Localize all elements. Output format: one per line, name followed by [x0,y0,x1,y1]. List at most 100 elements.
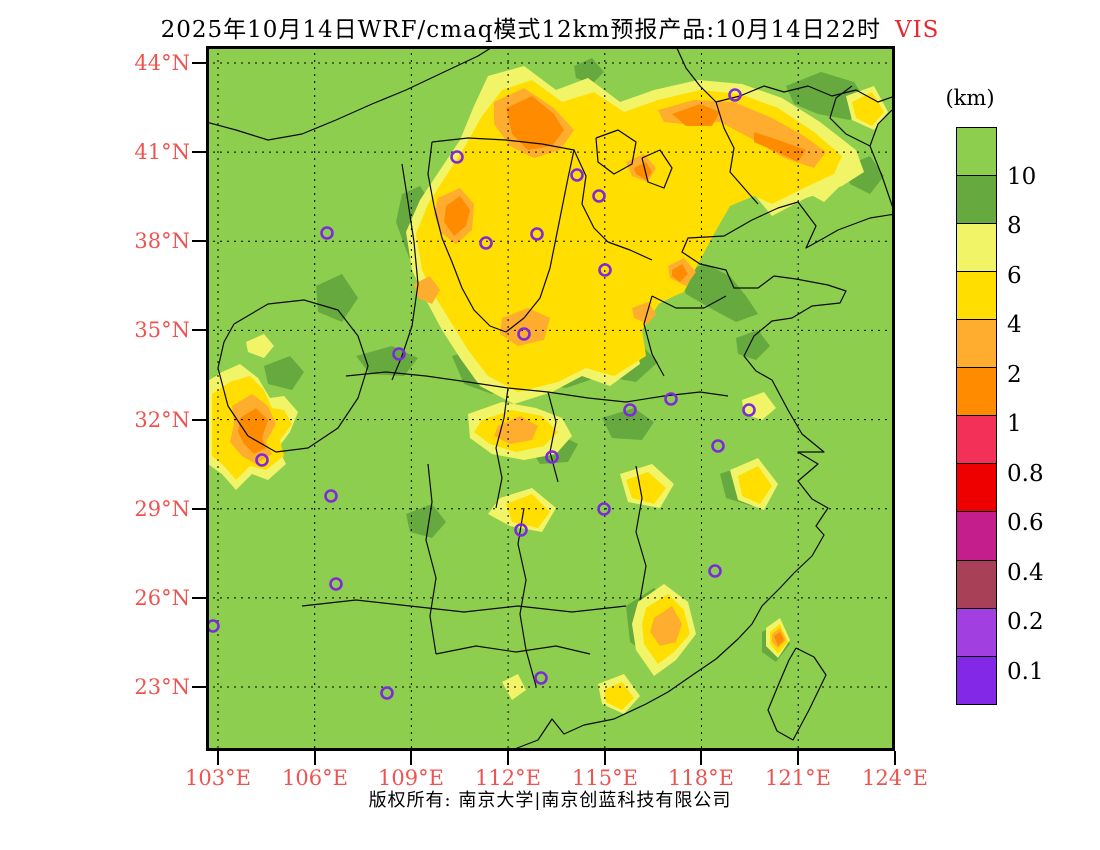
city-marker [320,226,334,240]
colorbar-tick-label: 10 [1007,163,1037,190]
lat-tick-mark [192,419,206,421]
city-marker [479,236,493,250]
visibility-region [604,682,634,710]
visibility-region [506,494,550,528]
lon-tick-mark [217,751,219,765]
visibility-region [650,606,682,646]
title-variable-tag: VIS [894,17,940,43]
boundary-line [651,295,727,309]
colorbar-segment [956,607,997,658]
city-marker [514,523,528,537]
colorbar-unit-label: (km) [945,86,995,110]
boundary-line [495,387,509,509]
colorbar-segment [956,270,997,321]
copyright-text: 版权所有: 南京大学|南京创蓝科技有限公司 [368,790,732,811]
colorbar-segment [956,415,997,465]
visibility-region [634,162,652,180]
lat-tick-label: 35°N [134,318,190,342]
colorbar-tick-label: 1 [1007,411,1022,437]
colorbar-tick-label: 4 [1007,312,1022,338]
title-text: 2025年10月14日WRF/cmaq模式12km预报产品:10月14日22时 [160,17,881,43]
city-marker [534,671,548,685]
visibility-region [574,58,604,84]
lat-tick-mark [192,240,206,242]
lon-tick-label: 121°E [765,766,831,790]
lat-tick-label: 44°N [134,51,190,75]
colorbar-tick-label: 6 [1007,262,1022,289]
city-marker [450,150,464,164]
boundary-line [573,149,653,261]
city-marker [517,327,531,341]
city-marker [623,403,637,417]
colorbar-tick-label: 0.4 [1007,559,1044,586]
boundary-line [491,201,895,751]
lon-tick-label: 109°E [378,766,444,790]
visibility-region [626,472,666,504]
boundary-line [391,163,419,381]
visibility-region [406,504,446,538]
lon-tick-label: 118°E [668,766,734,790]
visibility-region [774,632,784,646]
lat-tick-mark [192,151,206,153]
boundary-line [595,129,637,175]
city-marker [592,189,606,203]
visibility-region [506,96,564,150]
visibility-contour-map [206,46,895,751]
visibility-region [736,330,770,360]
city-marker [664,392,678,406]
colorbar-segment [956,319,997,369]
city-marker [329,577,343,591]
colorbar-segment [956,174,997,225]
boundary-line [427,137,575,333]
boundary-line [641,149,673,189]
boundary-line [635,465,647,601]
colorbar-tick-label: 8 [1007,213,1022,239]
visibility-region [414,276,440,304]
visibility-region [494,416,538,444]
lon-tick-label: 106°E [282,766,348,790]
visibility-region [246,334,274,358]
map-panel [206,46,895,751]
lat-tick-label: 38°N [134,229,190,253]
city-marker [392,347,406,361]
colorbar-segment [956,463,997,513]
city-marker [255,453,269,467]
lat-tick-label: 26°N [134,586,190,610]
colorbar-tick-label: 2 [1007,361,1022,388]
boundary-line [206,46,495,141]
colorbar-segment [956,222,997,273]
visibility-region [632,302,656,324]
boundary-line [547,391,559,483]
boundary-line [425,463,437,655]
lon-tick-mark [700,751,702,765]
visibility-region [672,104,720,126]
colorbar-segment [956,511,997,561]
lon-tick-label: 112°E [475,766,541,790]
visibility-region [444,196,470,236]
lon-tick-mark [797,751,799,765]
lat-tick-mark [192,686,206,688]
city-marker [708,564,722,578]
boundary-line [435,645,591,655]
lat-tick-label: 23°N [134,675,190,699]
boundary-line [767,647,827,741]
colorbar-tick-label: 0.2 [1007,609,1044,635]
colorbar-tick-label: 0.8 [1007,460,1044,487]
visibility-region [754,132,806,162]
lat-tick-label: 29°N [134,497,190,521]
city-marker [570,168,584,182]
colorbar-segment [956,367,997,417]
boundary-line [517,507,537,687]
colorbar-tick-label: 0.6 [1007,510,1044,536]
visibility-region [602,408,654,440]
boundary-line [643,295,665,377]
visibility-region [316,274,358,322]
lon-tick-mark [894,751,896,765]
lat-tick-mark [192,329,206,331]
map-frame [206,46,895,751]
lon-tick-label: 124°E [862,766,928,790]
colorbar-tick-label: 0.1 [1007,658,1044,685]
city-marker [597,502,611,516]
colorbar-segment [956,655,997,706]
